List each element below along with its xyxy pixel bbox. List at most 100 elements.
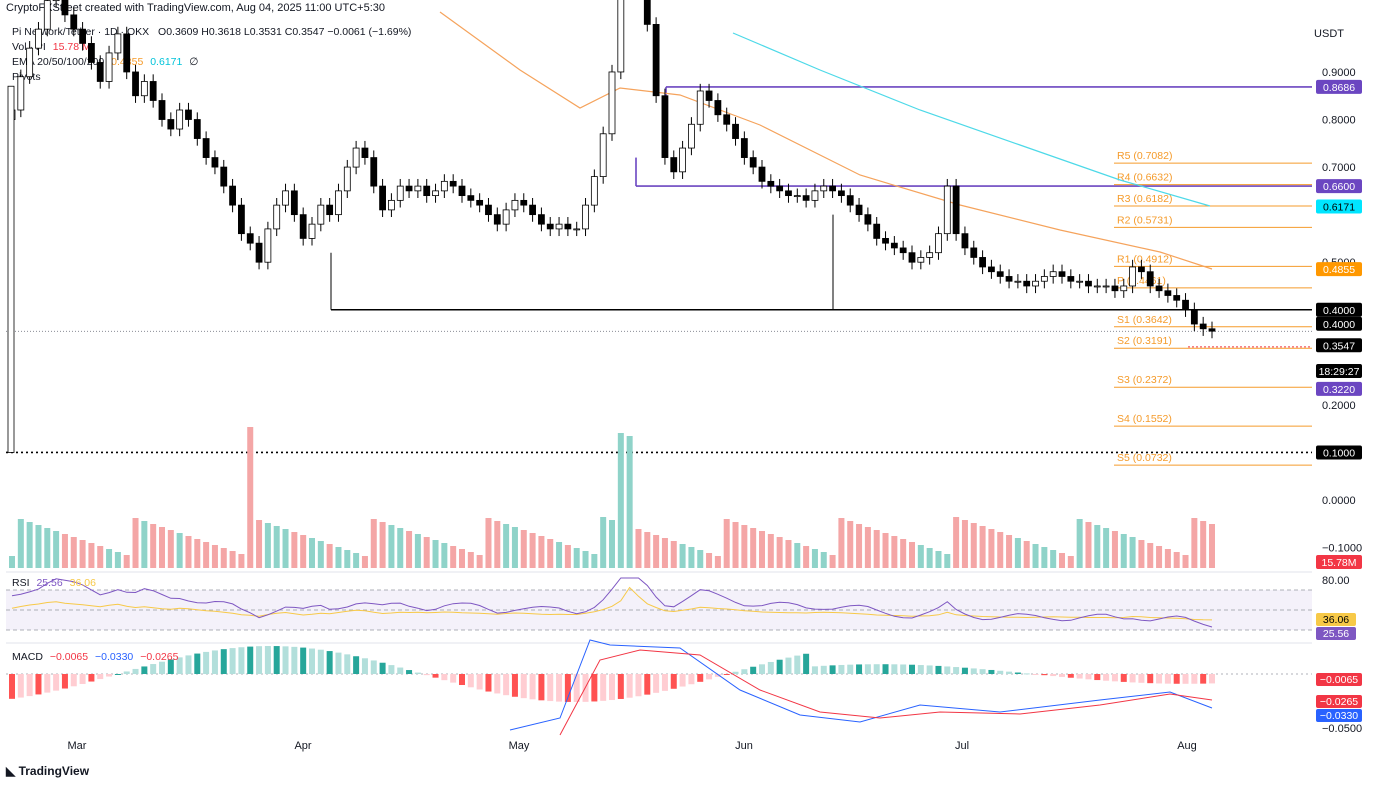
candle-body [52,0,60,2]
macd-histogram-bar [176,657,183,674]
candle-body [335,190,342,216]
ema-line-50 [439,11,1213,270]
y-axis-tick: 0.7000 [1322,162,1356,174]
volume-bar [688,547,695,568]
volume-bar [661,538,668,568]
candle-body [1102,285,1110,288]
y-axis-tick: −0.0500 [1322,723,1362,735]
volume-bar [1209,524,1215,568]
candle-body [714,100,722,116]
volume-bar [229,551,236,568]
candle-body [643,0,651,25]
candle-body [590,176,598,206]
macd-histogram-bar [61,674,68,689]
volume-bar [1156,546,1163,568]
candle-body [193,119,201,139]
candle-body [1032,280,1039,287]
macd-histogram-bar [1191,674,1198,684]
candle-body [308,223,316,239]
candle-body [432,190,439,197]
volume-bar [256,520,263,568]
candle-body [996,271,1004,277]
volume-bar [361,556,368,568]
pivot-label: R4 (0.6632) [1117,172,1172,184]
volume-bar [1111,531,1118,568]
candle-body [1085,280,1092,287]
candle-body [555,223,563,230]
volume-bar [132,518,139,568]
tradingview-logo[interactable]: ◣ TradingView [6,764,89,778]
candle-body [855,204,863,216]
macd-histogram-bar [1023,673,1030,675]
candle-body [1093,285,1101,288]
candle-body [361,147,369,158]
candle-body [829,185,836,192]
volume-bar [838,518,845,568]
volume-bar [750,528,757,568]
volume-bar [53,531,60,568]
price-label-text: 0.4000 [1323,319,1355,331]
macd-histogram-bar [1120,674,1127,682]
volume-bar [397,528,404,568]
volume-bar [670,541,677,568]
macd-histogram-bar [873,664,880,674]
ema-line-100 [732,32,1211,207]
candle-body [326,204,334,216]
candle-body [467,195,475,201]
candle-body [7,85,15,453]
candle-body [908,252,916,263]
macd-hist-value: −0.0065 [49,651,89,663]
volume-bar [873,530,880,568]
macd-histogram-bar [159,661,165,674]
macd-histogram-bar [750,666,757,674]
signal-line [559,649,1213,736]
volume-bar [185,536,192,568]
volume-bar [891,536,898,568]
volume-bar [309,538,315,568]
volume-bar [529,533,536,568]
candle-body [661,95,669,158]
x-axis-tick: Apr [294,740,311,752]
macd-histogram-bar [1067,674,1074,678]
price-label-text: 0.6171 [1323,202,1355,214]
macd-histogram-bar [1041,674,1048,676]
volume-bar [626,436,633,568]
volume-bar [44,528,51,568]
macd-histogram-bar [361,658,368,674]
volume-bar [1129,537,1136,568]
ema-hidden-icon[interactable]: ∅ [189,56,199,68]
candle-body [220,166,228,187]
macd-histogram-bar [811,666,818,674]
macd-histogram-bar [1076,674,1083,679]
macd-histogram-bar [1129,674,1136,683]
volume-bar [176,533,183,568]
candle-body [264,228,272,263]
macd-histogram-bar [88,674,95,682]
candle-body [493,214,501,225]
volume-bar [706,553,713,568]
volume-bar [935,551,942,568]
macd-histogram-bar [432,674,439,678]
candle-body [670,157,678,173]
chart-attribution: CryptoFXStreet created with TradingView.… [6,2,386,14]
volume-bar [556,542,563,568]
volume-bar [1041,547,1048,568]
macd-histogram-bar [547,674,554,702]
macd-histogram-bar [759,664,765,674]
volume-bar [79,540,86,568]
candle-body [926,252,934,258]
candle-body [740,138,748,158]
candle-body [405,185,413,192]
macd-axis-label: −0.0065 [1320,674,1358,686]
candle-body [705,90,713,101]
macd-axis-box [1316,673,1362,686]
candle-body [785,190,792,197]
candle-body [396,185,404,201]
candle-body [35,28,42,49]
candle-body [290,190,298,216]
volume-bar [1147,543,1154,568]
macd-histogram-bar [503,674,510,696]
macd-histogram-bar [829,665,836,674]
macd-histogram-bar [847,664,854,674]
